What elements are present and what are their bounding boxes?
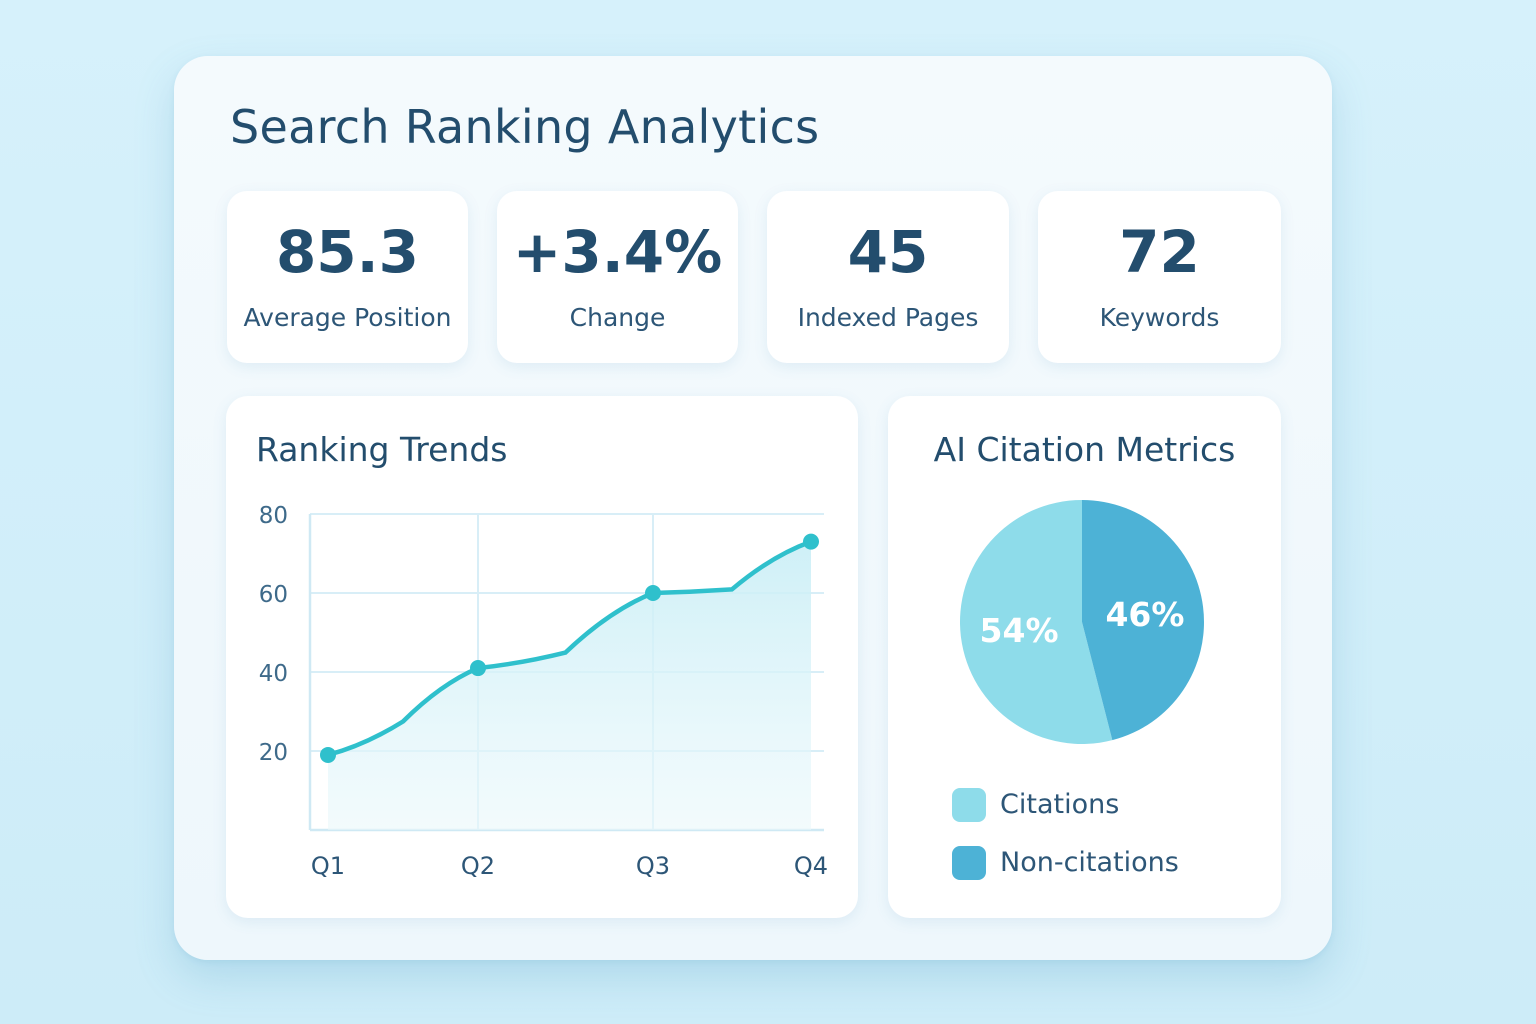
trend-point[interactable] bbox=[645, 585, 661, 601]
trend-point[interactable] bbox=[803, 533, 819, 550]
stat-label: Change bbox=[569, 303, 666, 332]
ranking-trends-panel: Ranking Trends 20 40 60 80 Q1 Q2 Q3 Q4 bbox=[226, 396, 858, 918]
pie-slice-label: 46% bbox=[1105, 595, 1184, 634]
legend-label-citations: Citations bbox=[1000, 789, 1120, 820]
x-tick-label: Q4 bbox=[794, 852, 828, 880]
x-tick-label: Q2 bbox=[461, 852, 495, 880]
trend-point[interactable] bbox=[470, 660, 486, 677]
y-tick-label: 80 bbox=[259, 503, 288, 529]
stat-card-keywords[interactable]: 72 Keywords bbox=[1038, 191, 1281, 363]
ai-citation-panel: AI Citation Metrics 54% 46% Citations Non… bbox=[888, 396, 1281, 918]
trend-area bbox=[328, 541, 811, 830]
stat-label: Average Position bbox=[243, 303, 452, 332]
ai-citation-title: AI Citation Metrics bbox=[933, 430, 1236, 469]
stat-value: 72 bbox=[1119, 218, 1200, 286]
x-tick-label: Q3 bbox=[636, 852, 670, 880]
page-title: Search Ranking Analytics bbox=[230, 100, 820, 154]
trend-line bbox=[325, 539, 814, 758]
stat-card-average-position[interactable]: 85.3 Average Position bbox=[227, 191, 468, 363]
stat-card-change[interactable]: +3.4% Change bbox=[497, 191, 738, 363]
x-tick-label: Q1 bbox=[311, 852, 345, 880]
pie-slice-non-citations[interactable] bbox=[1082, 500, 1204, 741]
ranking-trends-chart: 20 40 60 80 Q1 Q2 Q3 Q4 bbox=[259, 503, 828, 880]
legend-label-non-citations: Non-citations bbox=[1000, 847, 1179, 878]
ranking-trends-title: Ranking Trends bbox=[256, 430, 508, 469]
y-tick-label: 40 bbox=[259, 661, 288, 687]
y-tick-label: 60 bbox=[259, 582, 288, 608]
stat-value: 85.3 bbox=[275, 218, 420, 286]
legend-swatch-non-citations bbox=[952, 846, 986, 880]
legend-swatch-citations bbox=[952, 788, 986, 822]
stat-label: Indexed Pages bbox=[797, 303, 979, 332]
stat-label: Keywords bbox=[1099, 303, 1220, 332]
stat-value: +3.4% bbox=[512, 218, 723, 286]
ai-citation-pie-chart: 54% 46% bbox=[959, 500, 1204, 744]
stat-card-indexed-pages[interactable]: 45 Indexed Pages bbox=[767, 191, 1009, 363]
dashboard-card: Search Ranking Analytics 85.3 Average Po… bbox=[174, 56, 1332, 960]
y-tick-label: 20 bbox=[259, 740, 288, 766]
pie-slice-citations[interactable] bbox=[959, 500, 1113, 744]
stat-value: 45 bbox=[847, 218, 929, 286]
pie-slice-label: 54% bbox=[980, 611, 1059, 650]
trend-point[interactable] bbox=[320, 746, 336, 763]
